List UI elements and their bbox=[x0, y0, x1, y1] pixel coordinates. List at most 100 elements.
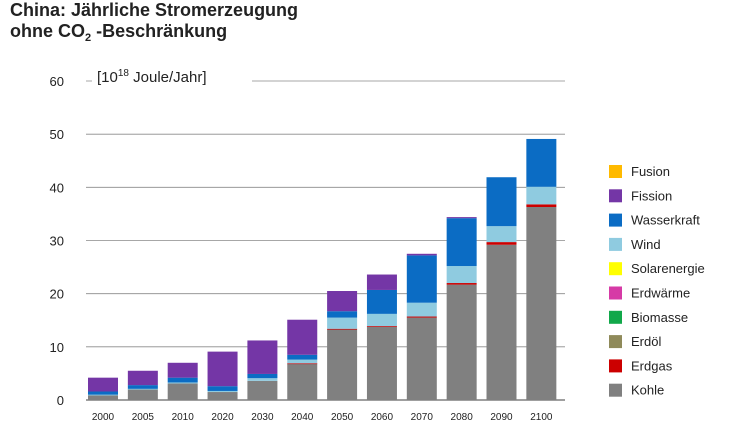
bar-2090-kohle bbox=[486, 244, 517, 400]
bar-2000-kohle bbox=[88, 395, 118, 400]
y-tick-50: 50 bbox=[50, 127, 64, 142]
x-tick-2010: 2010 bbox=[172, 412, 195, 423]
legend-swatch-solarenergie bbox=[609, 262, 622, 276]
chart-title-line2: ohne CO2 -Beschränkung bbox=[10, 21, 298, 49]
bar-2040-wasserkraft bbox=[287, 354, 318, 360]
legend-label-wasserkraft: Wasserkraft bbox=[631, 213, 700, 228]
chart-title-line2-prefix: ohne CO bbox=[10, 21, 85, 41]
x-tick-2020: 2020 bbox=[211, 412, 234, 423]
bar-2000-wasserkraft bbox=[88, 391, 118, 395]
y-tick-0: 0 bbox=[57, 393, 64, 408]
x-tick-2100: 2100 bbox=[530, 412, 553, 423]
y-tick-60: 60 bbox=[50, 74, 64, 89]
bar-2070-fission bbox=[406, 253, 437, 256]
x-tick-2080: 2080 bbox=[451, 412, 474, 423]
bar-2040-wind bbox=[287, 359, 318, 364]
bar-2090-wasserkraft bbox=[486, 177, 517, 227]
x-tick-2005: 2005 bbox=[132, 412, 155, 423]
bar-2080-wind bbox=[446, 266, 477, 284]
bar-2005-wind bbox=[127, 388, 158, 390]
legend-swatch-erdöl bbox=[609, 335, 622, 349]
legend-label-fusion: Fusion bbox=[631, 164, 670, 179]
bar-2100-erdgas bbox=[526, 204, 557, 208]
bar-2100-kohle bbox=[526, 207, 557, 400]
bar-2090-wind bbox=[486, 226, 517, 243]
legend-swatch-wasserkraft bbox=[609, 213, 622, 227]
bar-2050-kohle bbox=[327, 329, 358, 400]
legend: Fusion Fission Wasserkraft Wind Solarenergie… bbox=[609, 164, 705, 398]
bar-2080-kohle bbox=[446, 284, 477, 400]
bar-2050-erdgas bbox=[327, 328, 358, 330]
legend-label-solarenergie: Solarenergie bbox=[631, 261, 705, 276]
bar-2010-kohle bbox=[167, 383, 198, 400]
bar-2050-fission bbox=[327, 291, 358, 312]
bar-2000-fission bbox=[88, 377, 118, 392]
bar-2030-fission bbox=[247, 340, 278, 374]
bar-2070-erdgas bbox=[406, 316, 437, 318]
x-tick-2070: 2070 bbox=[411, 412, 434, 423]
legend-swatch-fusion bbox=[609, 165, 622, 178]
legend-swatch-erdwärme bbox=[609, 286, 622, 300]
bar-2010-wind bbox=[167, 382, 198, 384]
y-tick-20: 20 bbox=[50, 287, 64, 302]
unit-prefix: [10 bbox=[97, 69, 118, 86]
y-tick-40: 40 bbox=[50, 180, 64, 195]
bar-2020-fission bbox=[207, 351, 238, 387]
bar-2010-wasserkraft bbox=[167, 377, 198, 383]
bar-2020-kohle bbox=[207, 392, 238, 400]
x-tick-2060: 2060 bbox=[371, 412, 394, 423]
bar-2050-wind bbox=[327, 317, 358, 329]
legend-label-wind: Wind bbox=[631, 237, 661, 252]
bar-2100-wind bbox=[526, 186, 557, 205]
y-tick-30: 30 bbox=[50, 234, 64, 249]
bar-2030-kohle bbox=[247, 380, 278, 400]
bar-2020-wind bbox=[207, 390, 238, 393]
bar-2000-wind bbox=[88, 394, 118, 396]
bar-2005-fission bbox=[127, 370, 158, 386]
bar-2070-wind bbox=[406, 302, 437, 317]
y-axis-unit-label: [1018 Joule/Jahr] bbox=[97, 68, 207, 86]
unit-exponent: 18 bbox=[118, 68, 130, 79]
bar-2010-fission bbox=[167, 362, 198, 378]
y-tick-10: 10 bbox=[50, 340, 64, 355]
x-tick-2030: 2030 bbox=[251, 412, 274, 423]
bar-2020-wasserkraft bbox=[207, 386, 238, 391]
y-axis-ticks: 0 10 20 30 40 50 60 bbox=[50, 74, 64, 408]
bar-2080-wasserkraft bbox=[446, 218, 477, 267]
bar-2080-erdgas bbox=[446, 283, 477, 285]
bar-2070-wasserkraft bbox=[406, 255, 437, 303]
bar-2070-kohle bbox=[406, 317, 437, 400]
legend-swatch-biomasse bbox=[609, 310, 622, 324]
x-axis-ticks: 2000 2005 2010 2020 2030 2040 2050 2060 2070 2080… bbox=[92, 412, 553, 423]
legend-swatch-kohle bbox=[609, 383, 622, 397]
bar-2050-wasserkraft bbox=[327, 311, 358, 318]
bar-2080-fission bbox=[446, 217, 477, 219]
chart-title-line1: China: Jährliche Stromerzeugung bbox=[10, 0, 299, 20]
bar-2040-erdgas bbox=[287, 363, 318, 365]
x-tick-2040: 2040 bbox=[291, 412, 314, 423]
x-tick-2000: 2000 bbox=[92, 412, 115, 423]
bar-2005-kohle bbox=[127, 389, 158, 400]
unit-label-background bbox=[92, 62, 252, 88]
bar-2060-wasserkraft bbox=[366, 289, 397, 314]
bar-2030-wind bbox=[247, 378, 278, 381]
legend-swatch-wind bbox=[609, 237, 622, 251]
bars bbox=[88, 138, 557, 400]
unit-suffix: Joule/Jahr] bbox=[129, 69, 207, 86]
bar-2040-fission bbox=[287, 319, 318, 355]
x-tick-2090: 2090 bbox=[490, 412, 513, 423]
bar-2005-wasserkraft bbox=[127, 385, 158, 389]
bar-2090-erdgas bbox=[486, 242, 517, 245]
bar-2060-fission bbox=[366, 274, 397, 290]
chart-title-line2-suffix: -Beschränkung bbox=[91, 21, 228, 41]
legend-swatch-erdgas bbox=[609, 359, 622, 373]
grid-lines bbox=[86, 80, 565, 401]
chart-title-line2-subscript: 2 bbox=[85, 32, 92, 44]
legend-swatch-fission bbox=[609, 189, 622, 203]
bar-2060-kohle bbox=[366, 326, 397, 400]
legend-label-kohle: Kohle bbox=[631, 383, 664, 398]
bar-2100-wasserkraft bbox=[526, 138, 557, 187]
bar-2030-wasserkraft bbox=[247, 373, 278, 379]
bar-2060-erdgas bbox=[366, 326, 397, 327]
